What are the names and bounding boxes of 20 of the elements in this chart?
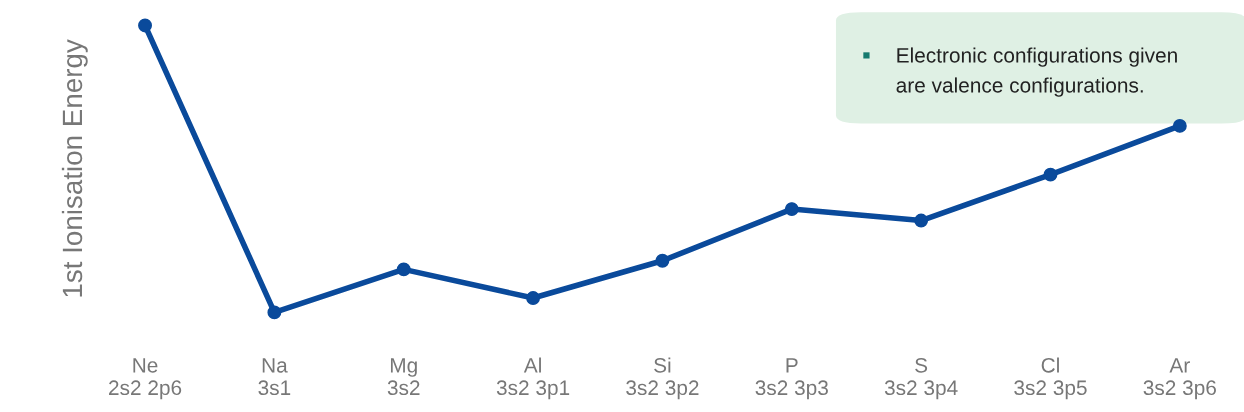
point bbox=[526, 291, 541, 305]
point bbox=[267, 305, 282, 320]
y-axis-title: 1st Ionisation Energy bbox=[61, 39, 88, 297]
x-tick-label: Ne 2s2 2p6 bbox=[109, 358, 182, 400]
annotation: Electronic configurations given are valence configurations. bbox=[896, 47, 1177, 97]
point bbox=[784, 202, 799, 217]
x-tick-label: Al 3s2 3p1 bbox=[496, 357, 570, 400]
point bbox=[396, 262, 411, 277]
x-tick-label: Mg 3s2 bbox=[387, 358, 420, 396]
x-tick-label: Si 3s2 3p2 bbox=[626, 357, 699, 400]
x-tick-label: Cl 3s2 3p5 bbox=[1014, 357, 1087, 400]
point bbox=[655, 253, 670, 268]
point bbox=[914, 213, 929, 228]
x-tick-label: S 3s2 3p4 bbox=[884, 357, 958, 400]
x-tick-label: Na 3s1 bbox=[258, 358, 291, 396]
x-tick-label: Ar 3s2 3p6 bbox=[1143, 358, 1216, 400]
point bbox=[138, 18, 152, 33]
x-tick-label: P 3s2 3p3 bbox=[755, 358, 828, 400]
point bbox=[1172, 118, 1187, 133]
point bbox=[1043, 167, 1058, 182]
